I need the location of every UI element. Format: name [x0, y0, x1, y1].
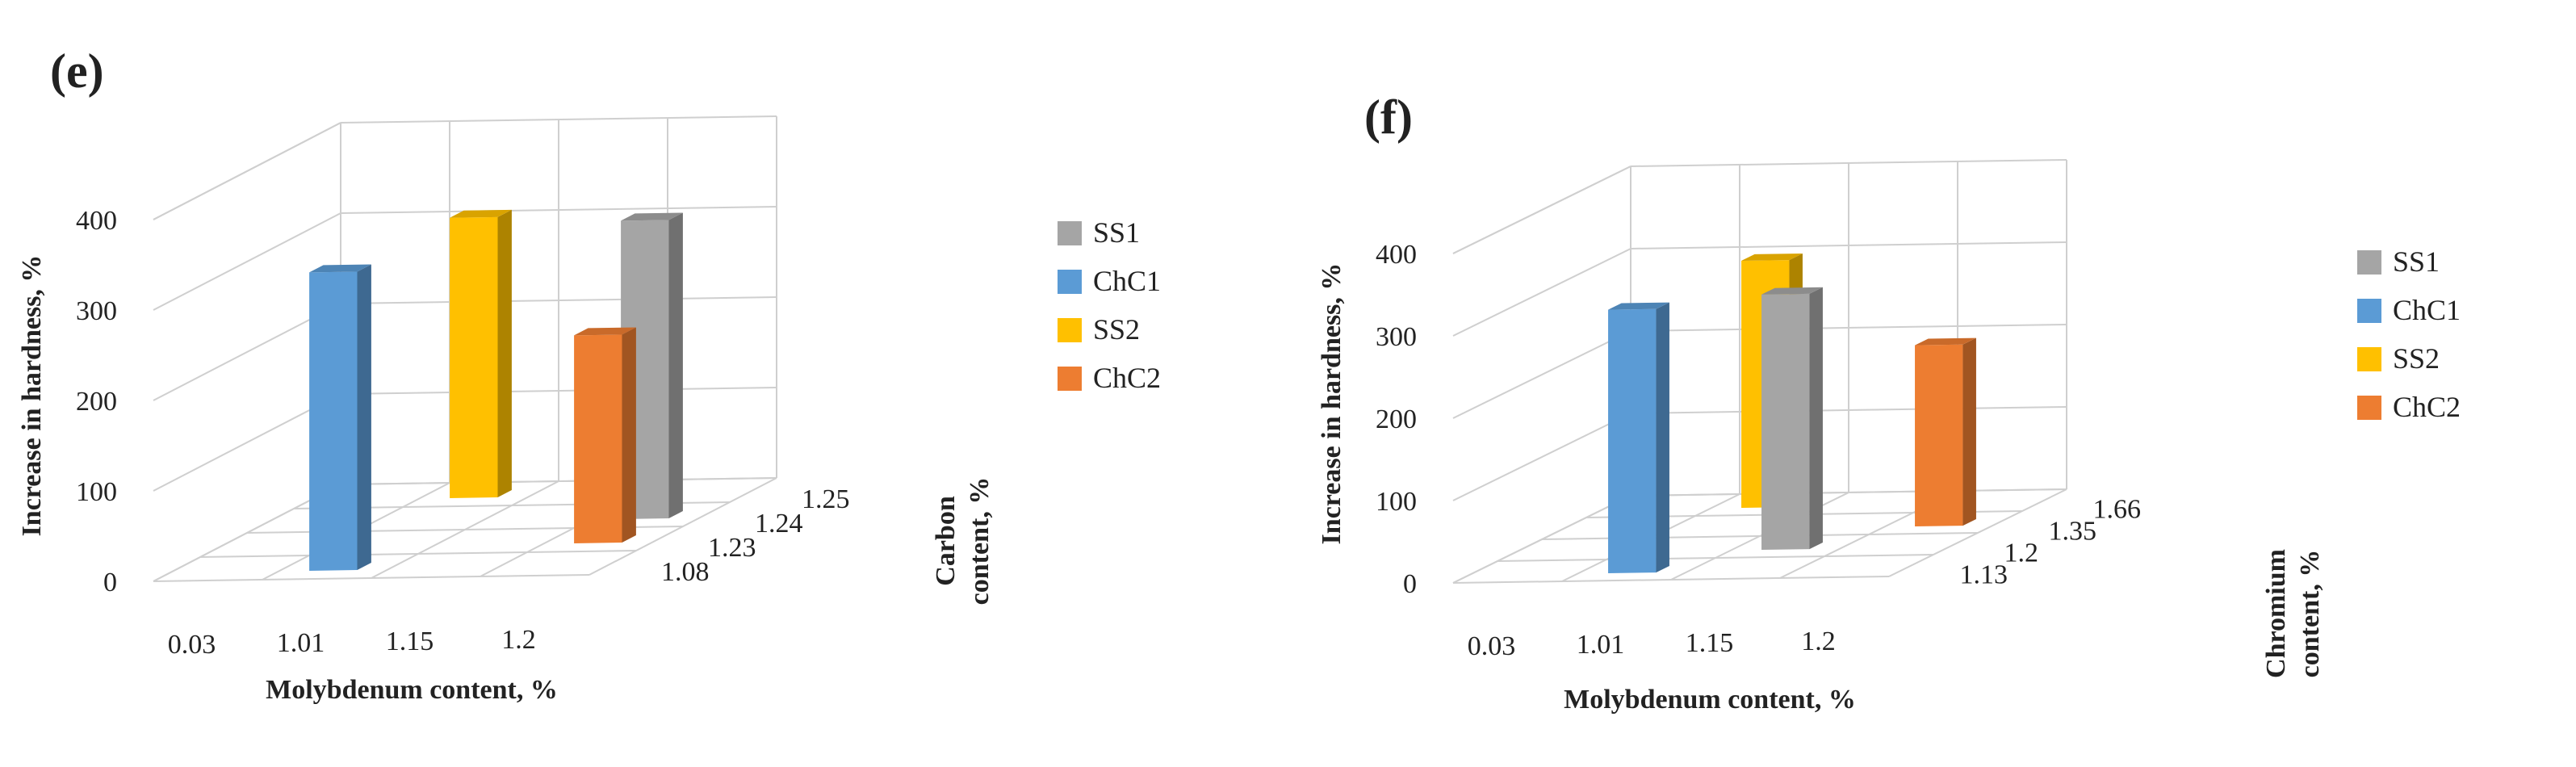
legend-swatch-ss1	[2357, 250, 2381, 275]
bar-top-face	[450, 209, 512, 218]
z-tick-label: 300	[76, 296, 117, 326]
bar-top-face	[1915, 337, 1976, 346]
depth-tick-label: 1.23	[708, 533, 756, 563]
panel--e-: 0 100 200 300 400 0.03 1.01 1.15 1.2 1.081.231.24…	[17, 44, 1161, 705]
z-tick-label: 0	[103, 568, 117, 597]
floor-depth-line	[1888, 488, 2067, 577]
x-axis-title: Molybdenum content, %	[1564, 685, 1856, 715]
legend: SS1 ChC1 SS2 ChC2	[2357, 245, 2461, 423]
legend-swatch-ss1	[1058, 221, 1082, 245]
legend-label-ss1: SS1	[2393, 245, 2440, 278]
legend-label-chc1: ChC1	[1093, 265, 1161, 297]
z-tick-label: 100	[76, 477, 117, 507]
side-wall-gridline	[1452, 330, 1631, 419]
floor-depth-line	[1452, 495, 1631, 584]
bar-top-face	[1761, 287, 1823, 295]
bar-chc2	[1915, 337, 1976, 526]
bars	[1608, 254, 1976, 573]
bar-side-face	[668, 212, 683, 519]
bars	[309, 209, 683, 571]
legend-swatch-chc1	[1058, 270, 1082, 294]
bar-chc2	[574, 327, 636, 543]
legend-label-chc2: ChC2	[1093, 362, 1161, 394]
depth-axis-title-line2: content, %	[965, 477, 995, 606]
legend-label-chc2: ChC2	[2393, 391, 2461, 423]
bar-front-face	[450, 216, 498, 498]
bar-top-face	[309, 264, 371, 273]
x-tick-label: 1.01	[277, 628, 325, 658]
z-tick-label: 400	[76, 206, 117, 236]
side-wall-gridline	[153, 212, 341, 311]
x-tick-label: 1.15	[1686, 628, 1734, 658]
side-wall-gridline	[1452, 248, 1631, 337]
legend-label-ss1: SS1	[1093, 216, 1140, 249]
x-tick-label: 1.01	[1577, 630, 1625, 660]
bar-front-face	[309, 271, 358, 571]
bar-ss1	[1761, 287, 1823, 550]
bar-ss2	[450, 209, 512, 498]
x-tick-label: 1.2	[1801, 627, 1836, 656]
x-tick-label: 0.03	[1468, 631, 1516, 661]
bar-side-face	[622, 327, 636, 543]
legend-label-ss2: SS2	[1093, 313, 1140, 346]
x-tick-label: 1.2	[501, 625, 536, 655]
depth-axis-title-line2: content, %	[2295, 550, 2325, 678]
bar-top-face	[621, 212, 683, 221]
bar-top-face	[1608, 302, 1669, 310]
panel-label: (e)	[50, 44, 104, 98]
depth-tick-label: 1.66	[2093, 495, 2142, 525]
z-tick-label: 200	[76, 387, 117, 417]
gridlines	[1452, 159, 2067, 584]
legend-swatch-ss2	[1058, 318, 1082, 342]
bar-chc1	[1608, 302, 1669, 573]
bar-top-face	[1741, 254, 1803, 261]
legend-label-chc1: ChC1	[2393, 294, 2461, 326]
depth-axis-title-line1: Carbon	[931, 496, 961, 586]
legend-swatch-ss2	[2357, 347, 2381, 371]
floor-depth-line	[589, 477, 777, 576]
legend-label-ss2: SS2	[2393, 342, 2440, 375]
bar-side-face	[1962, 337, 1976, 526]
legend-swatch-chc2	[1058, 367, 1082, 391]
bar-side-face	[1656, 302, 1669, 573]
side-wall-top-edge	[153, 122, 341, 220]
depth-axis-title-line1: Chromium	[2261, 549, 2291, 678]
side-wall-top-edge	[1452, 166, 1631, 254]
x-tick-label: 1.15	[386, 627, 434, 656]
z-axis-title: Increase in hardness, %	[17, 255, 47, 537]
bar-side-face	[497, 209, 512, 498]
bar-top-face	[574, 327, 636, 336]
z-tick-label: 100	[1376, 487, 1417, 517]
bar-side-face	[1809, 287, 1823, 550]
z-tick-label: 0	[1403, 569, 1417, 599]
x-tick-label: 0.03	[168, 630, 216, 660]
depth-tick-label: 1.13	[1960, 560, 2008, 590]
bar-front-face	[1761, 293, 1810, 550]
z-axis-title: Increase in hardness, %	[1317, 263, 1347, 545]
depth-tick-label: 1.25	[802, 484, 850, 514]
z-tick-label: 400	[1376, 240, 1417, 270]
depth-tick-label: 1.24	[755, 509, 803, 539]
legend: SS1 ChC1 SS2 ChC2	[1058, 216, 1161, 394]
depth-tick-label: 1.08	[661, 557, 710, 587]
legend-swatch-chc1	[2357, 299, 2381, 323]
bar-side-face	[357, 264, 371, 571]
z-tick-label: 200	[1376, 404, 1417, 434]
depth-tick-label: 1.35	[2049, 517, 2097, 547]
depth-tick-label: 1.2	[2004, 539, 2039, 568]
bar-front-face	[574, 334, 622, 543]
z-tick-label: 300	[1376, 322, 1417, 352]
panel-label: (f)	[1364, 90, 1413, 144]
x-axis-title: Molybdenum content, %	[266, 675, 558, 705]
bar-front-face	[1915, 344, 1963, 526]
floor-depth-line	[371, 480, 559, 579]
bar-chc1	[309, 264, 371, 571]
bar-front-face	[1608, 308, 1657, 573]
side-wall-gridline	[1452, 413, 1631, 501]
legend-swatch-chc2	[2357, 396, 2381, 420]
